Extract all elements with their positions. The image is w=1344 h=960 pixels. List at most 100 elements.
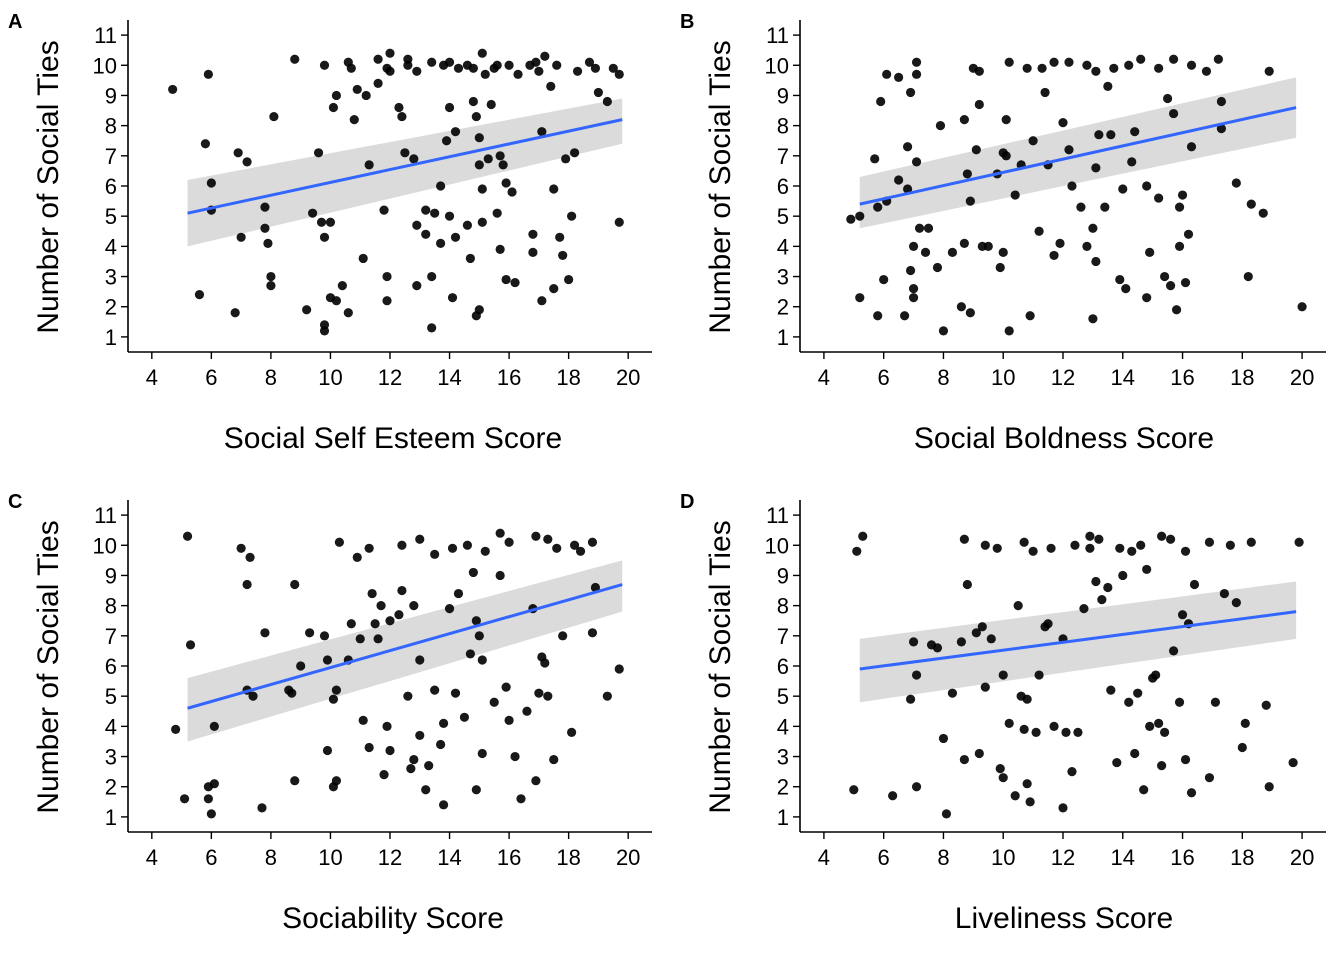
panel-a-data-point bbox=[510, 277, 520, 288]
panel-b-data-point bbox=[1088, 223, 1098, 233]
panel-b-data-point bbox=[1174, 241, 1185, 251]
panel-b-data-point bbox=[1180, 277, 1191, 288]
panel-a-data-point bbox=[316, 217, 327, 227]
panel-d-y-tick-label: 3 bbox=[777, 745, 789, 770]
panel-c-data-point bbox=[385, 616, 395, 626]
panel-a-y-tick-label: 11 bbox=[94, 23, 117, 48]
panel-c-data-point bbox=[171, 724, 181, 734]
panel-a-y-tick-label: 5 bbox=[105, 204, 117, 229]
panel-c-data-point bbox=[450, 688, 461, 698]
panel-b-data-point bbox=[1168, 54, 1179, 64]
panel-b-data-point bbox=[1082, 60, 1092, 70]
panel-a-data-point bbox=[572, 66, 583, 76]
panel-b-y-tick-label: 5 bbox=[777, 204, 789, 229]
panel-d-data-point bbox=[1115, 543, 1125, 553]
panel-a-data-point bbox=[430, 208, 440, 218]
panel-c-y-tick-label: 11 bbox=[94, 503, 117, 528]
panel-d-data-point bbox=[888, 791, 898, 801]
panel-a-data-point bbox=[474, 133, 484, 143]
panel-d-y-tick-label: 8 bbox=[777, 594, 789, 619]
panel-a-data-point bbox=[489, 63, 499, 73]
panel-d-x-tick-label: 10 bbox=[991, 845, 1015, 870]
panel-c-data-point bbox=[462, 540, 473, 550]
panel-d-data-point bbox=[992, 543, 1002, 553]
panel-d-data-point bbox=[1085, 531, 1095, 541]
panel-b-data-point bbox=[959, 238, 969, 248]
panel-d-data-point bbox=[1061, 727, 1071, 738]
panel-c-data-point bbox=[495, 528, 505, 538]
panel-b-data-point bbox=[974, 99, 984, 110]
panel-b-data-point bbox=[1004, 326, 1014, 336]
panel-b-data-point bbox=[1001, 115, 1011, 125]
panel-a-data-point bbox=[528, 229, 538, 239]
panel-a-data-point bbox=[501, 178, 511, 188]
panel-c-data-point bbox=[322, 745, 333, 756]
panel-d-data-point bbox=[1025, 797, 1035, 807]
panel-b-data-point bbox=[1082, 241, 1092, 251]
panel-d-y-tick-label: 6 bbox=[777, 654, 789, 679]
panel-b-data-point bbox=[1246, 199, 1256, 209]
panel-d-data-point bbox=[1237, 742, 1247, 753]
panel-b-data-point bbox=[1028, 136, 1038, 146]
panel-d-data-point bbox=[849, 785, 859, 795]
panel-b-data-point bbox=[1154, 63, 1164, 73]
panel-a-data-point bbox=[266, 271, 276, 282]
panel-b-data-point bbox=[1034, 226, 1044, 236]
panel-a-data-point bbox=[468, 96, 478, 107]
panel-b-data-point bbox=[1168, 108, 1179, 119]
panel-b-x-tick-label: 8 bbox=[937, 365, 949, 390]
panel-c-data-point bbox=[575, 546, 586, 556]
panel-b-data-point bbox=[900, 311, 910, 321]
panel-c-data-point bbox=[397, 540, 407, 550]
panel-c-data-point bbox=[504, 537, 514, 547]
panel-d-data-point bbox=[858, 531, 868, 541]
panel-c-data-point bbox=[358, 715, 368, 725]
panel-b-x-tick-label: 14 bbox=[1111, 365, 1135, 390]
panel-d-data-point bbox=[1112, 757, 1122, 768]
panel-d-data-point bbox=[1010, 791, 1020, 801]
panel-c-data-point bbox=[331, 685, 342, 695]
panel-d-data-point bbox=[995, 764, 1005, 774]
panel-a-data-point bbox=[537, 296, 547, 306]
panel-c-y-tick-label: 3 bbox=[105, 745, 117, 770]
panel-b-data-point bbox=[1001, 151, 1011, 161]
panel-c-x-tick-label: 12 bbox=[378, 845, 402, 870]
panel-a-data-point bbox=[421, 229, 431, 239]
panel-b-data-point bbox=[959, 115, 969, 125]
panel-a-data-point bbox=[513, 69, 523, 79]
panel-d-data-point bbox=[1046, 543, 1056, 553]
panel-c-data-point bbox=[352, 552, 362, 562]
panel-c-data-point bbox=[471, 616, 481, 626]
panel-a-data-point bbox=[486, 99, 496, 110]
panel-d-data-point bbox=[1240, 718, 1250, 728]
panel-c-data-point bbox=[614, 664, 624, 674]
panel-b-data-point bbox=[1109, 63, 1119, 73]
panel-a-data-point bbox=[444, 57, 455, 67]
panel-c-data-point bbox=[415, 655, 425, 665]
panel-b-data-point bbox=[855, 211, 865, 221]
panel-a-data-point bbox=[236, 232, 246, 242]
panel-d-data-point bbox=[1019, 537, 1029, 547]
panel-b-data-point bbox=[870, 154, 880, 164]
panel-c-data-point bbox=[319, 631, 330, 641]
panel-d-data-point bbox=[1142, 564, 1152, 575]
panel-c-data-point bbox=[397, 585, 407, 596]
panel-d-data-point bbox=[1180, 754, 1191, 765]
panel-d-data-point bbox=[1043, 619, 1053, 629]
panel-a-data-point bbox=[325, 217, 336, 227]
panel-b-data-point bbox=[905, 87, 916, 98]
panel-a-data-point bbox=[328, 102, 339, 113]
panel-a-data-point bbox=[534, 66, 544, 76]
panel-a-data-point bbox=[569, 148, 580, 158]
panel-d-data-point bbox=[1219, 588, 1229, 599]
panel-c-data-point bbox=[489, 697, 499, 707]
panel-c-data-point bbox=[590, 582, 601, 593]
panel-b-data-point bbox=[908, 284, 919, 294]
panel-c-data-point bbox=[257, 803, 267, 813]
panel-b-data-point bbox=[894, 72, 904, 82]
panel-c-data-point bbox=[540, 658, 550, 668]
panel-b-data-point bbox=[1100, 202, 1110, 212]
panel-c-data-point bbox=[245, 552, 255, 562]
panel-a-y-tick-label: 4 bbox=[105, 234, 117, 259]
